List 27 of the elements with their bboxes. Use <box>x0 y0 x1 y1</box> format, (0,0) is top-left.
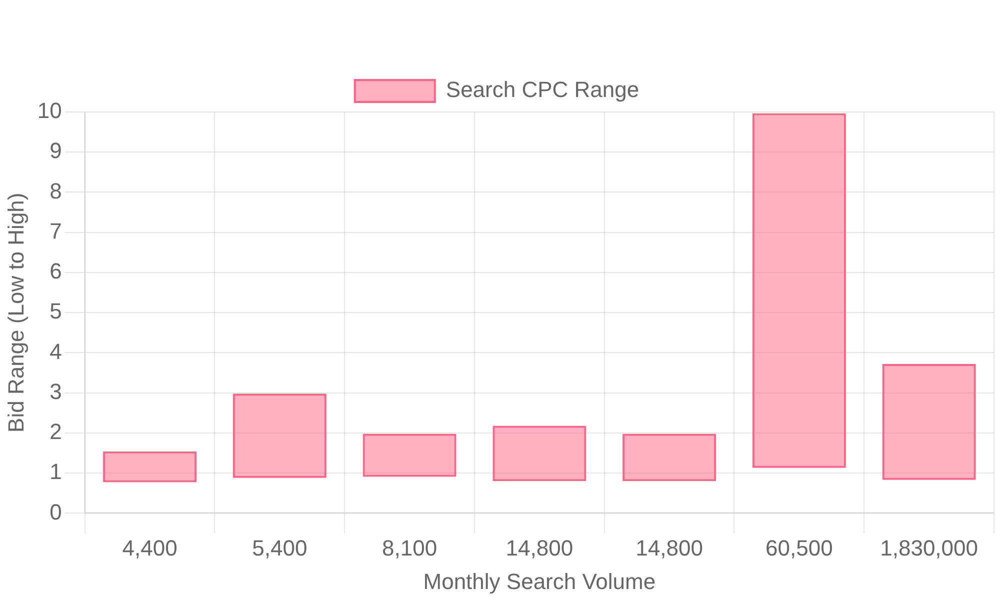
y-tick-label: 4 <box>50 338 62 364</box>
y-axis-title: Bid Range (Low to High) <box>3 192 28 432</box>
bar <box>103 451 197 482</box>
y-tick-label: 5 <box>50 298 62 324</box>
y-tick-label: 0 <box>50 499 62 524</box>
bar <box>232 394 326 478</box>
y-tick-label: 2 <box>50 419 62 444</box>
x-tick-label: 4,400 <box>122 535 178 560</box>
bar <box>492 426 586 482</box>
y-tick-label: 10 <box>37 98 62 124</box>
bar <box>362 434 456 477</box>
x-tick-label: 1,830,000 <box>880 535 978 560</box>
y-tick-label: 6 <box>50 258 62 284</box>
y-tick-label: 9 <box>50 138 62 164</box>
y-tick-label: 1 <box>50 459 62 484</box>
bar <box>882 364 976 480</box>
y-tick-label: 8 <box>50 178 62 204</box>
x-tick-label: 60,500 <box>766 535 833 560</box>
x-tick-label: 14,800 <box>506 535 574 560</box>
x-tick-label: 14,800 <box>636 535 703 560</box>
bar <box>622 434 716 482</box>
y-tick-label: 7 <box>50 218 62 244</box>
x-tick-label: 8,100 <box>382 535 438 560</box>
x-axis-title: Monthly Search Volume <box>423 568 656 594</box>
y-tick-label: 3 <box>50 378 62 404</box>
legend-label: Search CPC Range <box>446 77 640 102</box>
x-tick-label: 5,400 <box>252 535 308 560</box>
